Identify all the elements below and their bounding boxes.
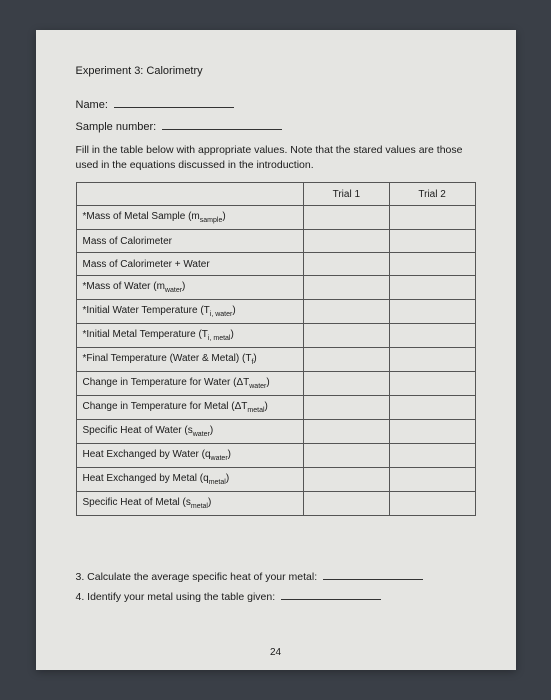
row-label: Change in Temperature for Metal (ΔTmetal…: [76, 396, 303, 420]
trial1-cell: [303, 372, 389, 396]
trial2-cell: [389, 444, 475, 468]
trial2-cell: [389, 396, 475, 420]
trial2-cell: [389, 253, 475, 276]
trial1-cell: [303, 253, 389, 276]
row-label: *Mass of Water (mwater): [76, 276, 303, 300]
trial2-cell: [389, 324, 475, 348]
experiment-title: Experiment 3: Calorimetry: [76, 65, 476, 77]
row-label: *Initial Metal Temperature (Ti, metal): [76, 324, 303, 348]
name-blank: [114, 107, 234, 108]
row-label: Change in Temperature for Water (ΔTwater…: [76, 372, 303, 396]
question-4: 4. Identify your metal using the table g…: [76, 591, 476, 603]
trial1-cell: [303, 230, 389, 253]
table-row: Specific Heat of Water (swater): [76, 420, 475, 444]
row-label: Specific Heat of Metal (smetal): [76, 492, 303, 516]
table-row: *Final Temperature (Water & Metal) (Tf): [76, 348, 475, 372]
question-4-text: 4. Identify your metal using the table g…: [76, 591, 276, 603]
questions-section: 3. Calculate the average specific heat o…: [76, 571, 476, 603]
table-row: *Initial Metal Temperature (Ti, metal): [76, 324, 475, 348]
trial1-cell: [303, 492, 389, 516]
worksheet-page: Experiment 3: Calorimetry Name: Sample n…: [36, 30, 516, 670]
trial2-cell: [389, 206, 475, 230]
trial1-cell: [303, 324, 389, 348]
table-row: Change in Temperature for Metal (ΔTmetal…: [76, 396, 475, 420]
trial1-cell: [303, 444, 389, 468]
table-row: Change in Temperature for Water (ΔTwater…: [76, 372, 475, 396]
question-3-blank: [323, 579, 423, 580]
row-label: Mass of Calorimeter: [76, 230, 303, 253]
table-row: *Mass of Water (mwater): [76, 276, 475, 300]
table-body: *Mass of Metal Sample (msample) Mass of …: [76, 206, 475, 516]
trial2-cell: [389, 300, 475, 324]
table-row: Mass of Calorimeter: [76, 230, 475, 253]
trial2-cell: [389, 420, 475, 444]
trial2-cell: [389, 372, 475, 396]
name-field: Name:: [76, 99, 476, 111]
trial1-cell: [303, 468, 389, 492]
trial1-cell: [303, 396, 389, 420]
trial1-cell: [303, 348, 389, 372]
question-3-text: 3. Calculate the average specific heat o…: [76, 571, 318, 583]
header-blank: [76, 183, 303, 206]
row-label: Heat Exchanged by Metal (qmetal): [76, 468, 303, 492]
table-row: *Mass of Metal Sample (msample): [76, 206, 475, 230]
header-trial2: Trial 2: [389, 183, 475, 206]
instructions-text: Fill in the table below with appropriate…: [76, 143, 476, 172]
row-label: *Initial Water Temperature (Ti, water): [76, 300, 303, 324]
trial1-cell: [303, 206, 389, 230]
sample-field: Sample number:: [76, 121, 476, 133]
page-number: 24: [270, 647, 281, 658]
row-label: Specific Heat of Water (swater): [76, 420, 303, 444]
name-label: Name:: [76, 99, 108, 111]
row-label: Mass of Calorimeter + Water: [76, 253, 303, 276]
table-row: Specific Heat of Metal (smetal): [76, 492, 475, 516]
question-3: 3. Calculate the average specific heat o…: [76, 571, 476, 583]
trial2-cell: [389, 468, 475, 492]
table-row: Heat Exchanged by Water (qwater): [76, 444, 475, 468]
row-label: *Mass of Metal Sample (msample): [76, 206, 303, 230]
trial2-cell: [389, 276, 475, 300]
table-row: *Initial Water Temperature (Ti, water): [76, 300, 475, 324]
trial1-cell: [303, 420, 389, 444]
table-row: Heat Exchanged by Metal (qmetal): [76, 468, 475, 492]
trial1-cell: [303, 276, 389, 300]
sample-label: Sample number:: [76, 121, 157, 133]
table-header-row: Trial 1 Trial 2: [76, 183, 475, 206]
row-label: *Final Temperature (Water & Metal) (Tf): [76, 348, 303, 372]
trial2-cell: [389, 348, 475, 372]
table-row: Mass of Calorimeter + Water: [76, 253, 475, 276]
question-4-blank: [281, 599, 381, 600]
trial2-cell: [389, 230, 475, 253]
sample-blank: [162, 129, 282, 130]
row-label: Heat Exchanged by Water (qwater): [76, 444, 303, 468]
trial1-cell: [303, 300, 389, 324]
trial2-cell: [389, 492, 475, 516]
data-table: Trial 1 Trial 2 *Mass of Metal Sample (m…: [76, 182, 476, 516]
header-trial1: Trial 1: [303, 183, 389, 206]
